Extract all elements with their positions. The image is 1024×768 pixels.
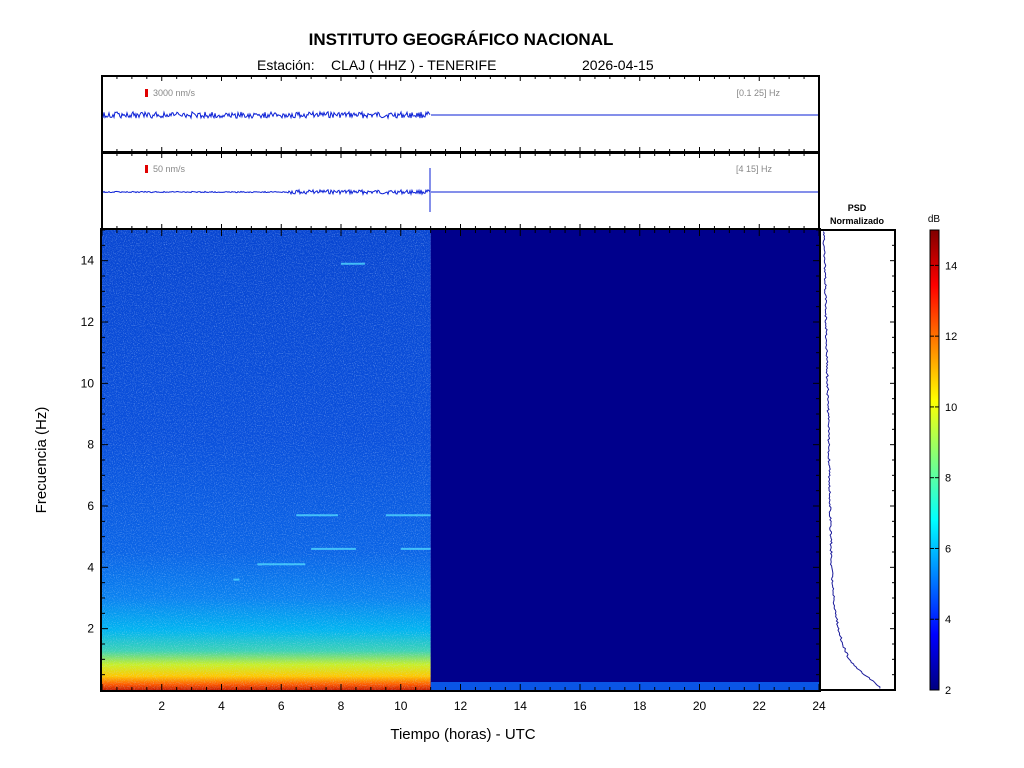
colorbar-tick-label: 14 — [945, 260, 957, 272]
spectrogram-no-data-band — [431, 682, 819, 690]
x-tick-label: 16 — [573, 699, 587, 713]
x-tick-label: 20 — [693, 699, 707, 713]
psd-title-line1: PSD — [848, 203, 867, 213]
y-tick-label: 6 — [87, 499, 94, 513]
colorbar-tick-label: 6 — [945, 543, 951, 555]
scale-bar-icon — [145, 165, 148, 173]
scale-bar-icon — [145, 89, 148, 97]
x-tick-label: 6 — [278, 699, 285, 713]
station-label: Estación: — [257, 57, 315, 73]
seismogram-trace — [102, 188, 431, 196]
spectrogram-no-data — [430, 230, 819, 690]
y-axis-label: Frecuencia (Hz) — [33, 407, 50, 514]
colorbar-tick-label: 2 — [945, 685, 951, 697]
x-tick-label: 4 — [218, 699, 225, 713]
trace-panel-filtered: 50 nm/s [4 15] Hz — [101, 152, 820, 230]
psd-panel — [819, 229, 896, 691]
spectrogram-noise — [102, 230, 431, 690]
y-tick-label: 14 — [81, 254, 95, 268]
trace-scale-label: 50 nm/s — [153, 164, 186, 174]
psd-title-line2: Normalizado — [830, 216, 885, 226]
colorbar-unit: dB — [928, 214, 941, 225]
x-tick-label: 14 — [514, 699, 528, 713]
trace-panel-broadband: 3000 nm/s [0.1 25] Hz — [101, 75, 820, 153]
seismogram-trace — [102, 110, 431, 120]
y-tick-label: 2 — [87, 622, 94, 636]
colorbar-tick-label: 4 — [945, 614, 951, 626]
trace-band-label: [0.1 25] Hz — [736, 88, 780, 98]
colorbar-tick-label: 8 — [945, 473, 951, 485]
x-tick-label: 8 — [338, 699, 345, 713]
spectrogram — [102, 230, 819, 690]
x-axis-label: Tiempo (horas) - UTC — [390, 726, 535, 743]
x-tick-label: 22 — [753, 699, 767, 713]
colorbar — [929, 229, 940, 691]
date-label: 2026-04-15 — [582, 57, 654, 73]
y-tick-label: 10 — [81, 376, 95, 390]
x-tick-label: 2 — [158, 699, 165, 713]
psd-curve — [822, 231, 881, 689]
x-tick-label: 18 — [633, 699, 647, 713]
station-name: CLAJ ( HHZ ) - TENERIFE — [331, 57, 496, 73]
x-tick-label: 24 — [812, 699, 826, 713]
colorbar-tick-label: 10 — [945, 402, 957, 414]
x-tick-label: 10 — [394, 699, 408, 713]
colorbar-tick-label: 12 — [945, 331, 957, 343]
figure-title: INSTITUTO GEOGRÁFICO NACIONAL — [309, 30, 614, 49]
y-tick-label: 8 — [87, 438, 94, 452]
trace-scale-label: 3000 nm/s — [153, 88, 196, 98]
y-tick-label: 4 — [87, 560, 94, 574]
x-tick-label: 12 — [454, 699, 468, 713]
spectral-lines — [233, 262, 431, 581]
trace-band-label: [4 15] Hz — [736, 164, 773, 174]
y-tick-label: 12 — [81, 315, 95, 329]
